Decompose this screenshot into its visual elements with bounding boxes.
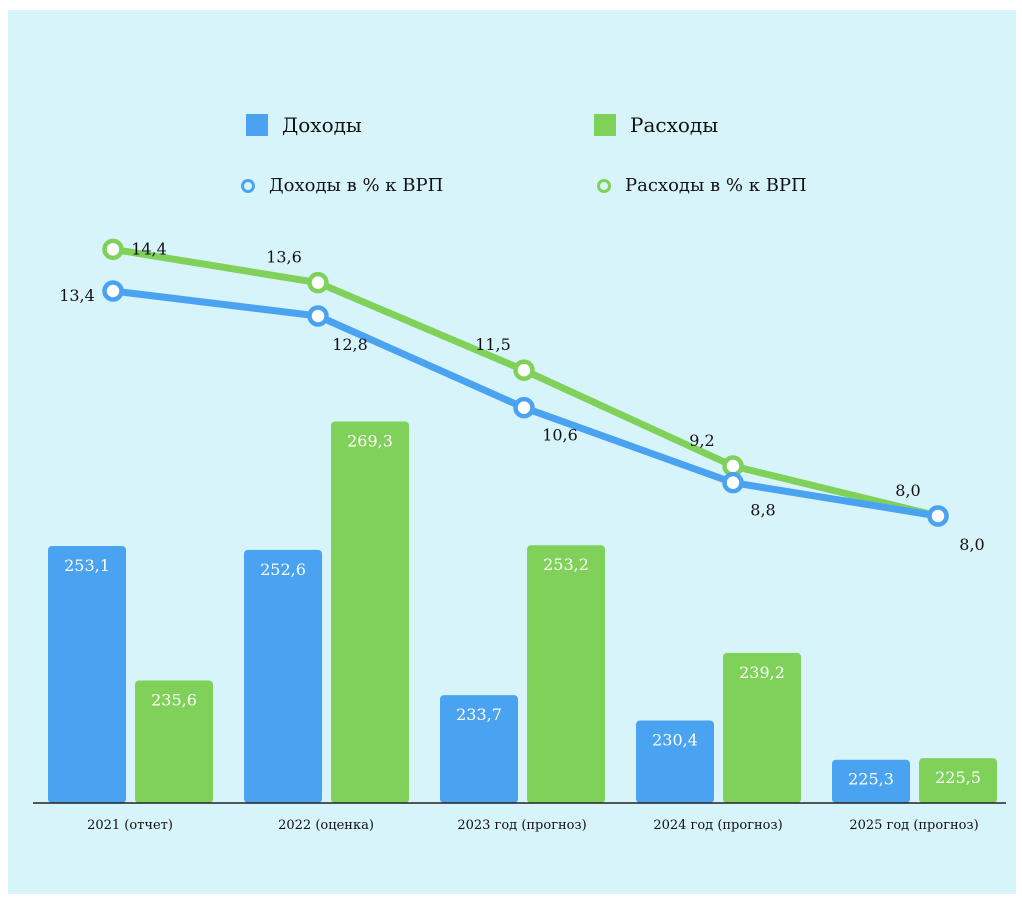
legend-expenses-label: Расходы [630, 113, 719, 137]
income-pct-label-1: 12,8 [332, 335, 368, 354]
category-label-3: 2024 год (прогноз) [653, 818, 782, 833]
bar-expenses-label-1: 269,3 [347, 431, 393, 450]
bar-expenses-2 [527, 545, 605, 803]
income-pct-label-2: 10,6 [542, 426, 578, 445]
legend-income-pct-marker [241, 178, 255, 193]
legend-expenses-pct: Расходы в % к ВРП [597, 175, 807, 196]
bar-income-1 [244, 549, 322, 803]
legend-income-swatch [246, 114, 268, 136]
bar-expenses-0 [135, 680, 213, 803]
income-pct-label-4: 8,0 [959, 535, 984, 554]
bar-expenses-1 [331, 421, 409, 803]
expenses-pct-label-1: 13,6 [266, 248, 302, 267]
income-pct-point-4 [927, 505, 949, 527]
expenses-pct-label-4: 8,0 [895, 481, 920, 500]
bar-income-0 [48, 546, 126, 803]
category-label-1: 2022 (оценка) [278, 818, 374, 833]
legend-income-pct-label: Доходы в % к ВРП [269, 175, 444, 196]
bar-expenses-label-3: 239,2 [739, 663, 785, 682]
category-label-0: 2021 (отчет) [87, 818, 173, 833]
legend-income-label: Доходы [282, 113, 362, 137]
income-pct-point-1 [307, 305, 329, 327]
bar-income-2 [440, 695, 518, 803]
bar-income-4 [832, 759, 910, 803]
bar-expenses-label-4: 225,5 [935, 768, 981, 787]
bar-income-label-3: 230,4 [652, 730, 698, 749]
income-pct-point-0 [102, 280, 124, 302]
expenses-pct-line [109, 245, 942, 520]
bar-income-label-4: 225,3 [848, 770, 894, 789]
income-pct-label-3: 8,8 [750, 501, 775, 520]
income-pct-point-3 [722, 471, 744, 494]
income-pct-label-0: 13,4 [59, 286, 95, 305]
legend-expenses-pct-marker [597, 178, 611, 193]
category-label-2: 2023 год (прогноз) [457, 818, 586, 833]
bar-expenses-4 [919, 758, 997, 803]
expenses-pct-label-3: 9,2 [689, 431, 714, 450]
legend-income-pct: Доходы в % к ВРП [241, 175, 443, 196]
expenses-pct-point-2 [513, 359, 535, 381]
income-pct-point-2 [513, 396, 535, 419]
bar-expenses-label-0: 235,6 [151, 691, 197, 710]
bar-expenses-label-2: 253,2 [543, 555, 589, 574]
bar-income-label-2: 233,7 [456, 705, 502, 724]
expenses-pct-point-0 [102, 238, 124, 261]
bar-expenses-3 [723, 652, 801, 803]
expenses-pct-label-2: 11,5 [475, 335, 511, 354]
legend-expenses-swatch [594, 114, 616, 136]
legend-expenses: Расходы [594, 113, 718, 137]
bar-income-3 [636, 720, 714, 803]
category-label-4: 2025 год (прогноз) [849, 818, 978, 833]
legend-expenses-pct-label: Расходы в % к ВРП [625, 175, 807, 196]
expenses-pct-point-1 [307, 271, 329, 294]
legend-income: Доходы [246, 113, 362, 137]
bar-income-label-0: 253,1 [64, 556, 110, 575]
bar-income-label-1: 252,6 [260, 560, 306, 579]
expenses-pct-label-0: 14,4 [131, 239, 167, 258]
